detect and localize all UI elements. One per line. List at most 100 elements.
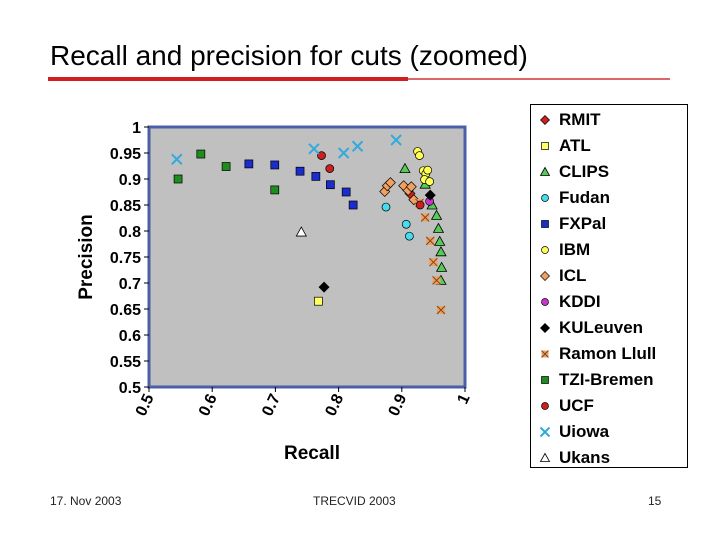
- legend-item-ramon-llull: Ramon Llull: [539, 341, 656, 367]
- point-ucf: [317, 151, 326, 160]
- y-tick-label: 0.8: [119, 224, 141, 241]
- point-fxpal: [326, 180, 335, 190]
- legend-label: KDDI: [559, 292, 601, 311]
- legend-symbol: [539, 452, 551, 462]
- legend-symbol: [541, 402, 549, 410]
- x-axis-label: Recall: [284, 443, 340, 464]
- point-ibm: [415, 151, 424, 160]
- point-uiowa: [351, 140, 364, 152]
- x-tick-label: 0.6: [196, 391, 221, 418]
- legend-item-kddi: KDDI: [539, 289, 601, 315]
- footer-date: 17. Nov 2003: [50, 494, 122, 508]
- legend-symbol: [539, 426, 551, 438]
- y-tick-label: 0.5: [119, 380, 141, 397]
- legend-marker-uiowa: [539, 426, 551, 438]
- point-uiowa: [390, 134, 402, 146]
- y-tick-label: 0.7: [119, 276, 141, 293]
- legend-item-rmit: RMIT: [539, 107, 601, 133]
- data-points: [171, 134, 448, 315]
- point-uiowa: [171, 153, 183, 165]
- point-ramon-llull: [436, 305, 446, 315]
- legend-item-ukans: Ukans: [539, 445, 610, 471]
- x-tick-label: 0.7: [259, 391, 284, 418]
- title-underline-thin: [408, 78, 670, 80]
- point-ukans: [295, 226, 307, 237]
- legend-symbol: [541, 142, 549, 150]
- legend-symbol: [540, 115, 550, 125]
- legend-symbol: [541, 194, 549, 202]
- legend-label: KULeuven: [559, 318, 644, 337]
- point-ibm: [423, 165, 433, 175]
- point-tzi-bremen: [196, 149, 206, 159]
- y-axis-ticks: 0.5 0.55 0.6 0.65 0.7 0.75 0.8 0.85 0.9 0.95 1: [110, 120, 149, 397]
- legend-symbol: [541, 220, 549, 228]
- plot-area: [147, 125, 467, 389]
- y-tick-label: 1: [132, 120, 141, 137]
- legend-label: IBM: [559, 240, 591, 259]
- legend-marker-tzi-bremen: [541, 376, 549, 384]
- y-tick-label: 0.85: [110, 198, 141, 215]
- point-fxpal: [311, 172, 321, 181]
- point-fxpal: [295, 166, 305, 176]
- y-tick-label: 0.75: [110, 250, 141, 267]
- title-underline: [48, 77, 408, 81]
- point-icl: [405, 181, 417, 193]
- point-fxpal: [348, 200, 358, 210]
- point-ucf: [415, 200, 425, 210]
- legend-marker-icl: [540, 271, 550, 281]
- legend-marker-fxpal: [541, 220, 549, 228]
- legend-label: CLIPS: [559, 162, 610, 181]
- legend-symbol: [541, 350, 549, 358]
- legend-marker-ucf: [541, 402, 549, 410]
- point-clips: [399, 162, 411, 174]
- x-tick-label: 0.9: [386, 391, 411, 418]
- legend-marker-clips: [539, 166, 551, 176]
- point-clips: [435, 245, 447, 257]
- chart-legend: RMIT ATL CLIPS Fudan FXPal IBM ICL KDDI KULeuven…: [530, 104, 688, 468]
- legend-label: ICL: [559, 266, 587, 285]
- y-axis-label: Precision: [76, 214, 97, 300]
- point-ramon-llull: [432, 276, 441, 285]
- slide-title: Recall and precision for cuts (zoomed): [50, 40, 528, 71]
- point-atl: [314, 296, 323, 306]
- legend-marker-ukans: [539, 452, 551, 462]
- legend-label: Fudan: [559, 188, 610, 207]
- legend-label: ATL: [559, 136, 591, 155]
- legend-marker-kuleuven: [540, 323, 550, 333]
- point-ucf: [325, 164, 335, 173]
- x-tick-label: 0.8: [322, 391, 347, 418]
- legend-symbol: [541, 376, 549, 384]
- point-tzi-bremen: [173, 174, 183, 184]
- point-ibm: [425, 177, 434, 186]
- x-tick-label: 1: [454, 391, 473, 406]
- point-uiowa: [308, 143, 320, 155]
- legend-item-ucf: UCF: [539, 393, 594, 419]
- legend-marker-ramon-llull: [541, 350, 549, 358]
- legend-item-uiowa: Uiowa: [539, 419, 609, 445]
- point-clips: [435, 261, 448, 272]
- y-tick-label: 0.9: [119, 172, 141, 189]
- point-clips: [432, 222, 445, 233]
- point-icl: [384, 177, 396, 189]
- point-fxpal: [341, 187, 351, 197]
- legend-label: Uiowa: [559, 422, 610, 441]
- legend-item-ibm: IBM: [539, 237, 590, 263]
- legend-symbol: [539, 166, 551, 176]
- point-kuleuven: [318, 281, 330, 293]
- legend-label: UCF: [559, 396, 594, 415]
- point-ramon-llull: [420, 213, 430, 222]
- legend-label: Ramon Llull: [559, 344, 657, 363]
- point-kuleuven: [424, 189, 436, 201]
- legend-label: FXPal: [559, 214, 607, 233]
- point-tzi-bremen: [221, 162, 231, 171]
- x-axis-ticks: 0.5 0.6 0.7 0.8 0.9 1: [133, 387, 474, 419]
- y-tick-label: 0.6: [119, 328, 141, 345]
- legend-symbol: [541, 298, 549, 306]
- legend-symbol: [540, 323, 550, 333]
- legend-label: Ukans: [559, 448, 611, 467]
- legend-marker-atl: [541, 142, 549, 150]
- footer-page-number: 15: [648, 494, 662, 508]
- legend-item-fxpal: FXPal: [539, 211, 606, 237]
- legend-marker-rmit: [540, 115, 550, 125]
- point-fudan: [381, 202, 391, 212]
